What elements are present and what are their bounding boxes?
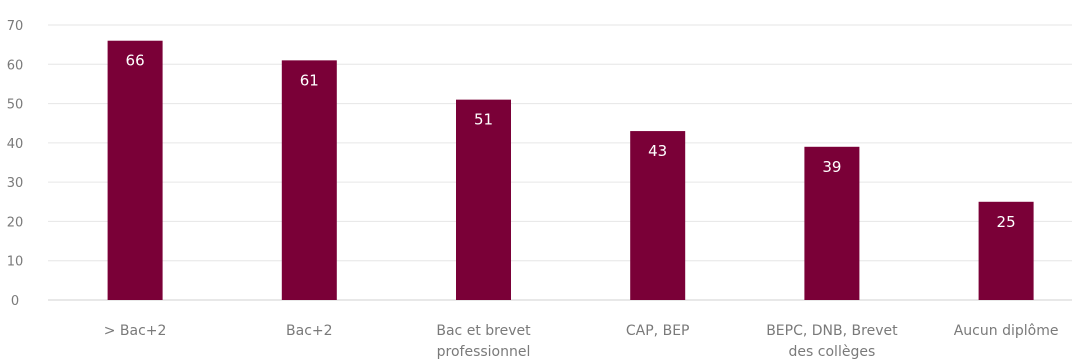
bar xyxy=(281,60,337,300)
category-label: professionnel xyxy=(437,344,531,360)
y-tick-label: 50 xyxy=(7,98,24,113)
category-label: > Bac+2 xyxy=(104,323,167,339)
y-tick-label: 40 xyxy=(7,137,24,152)
data-label: 39 xyxy=(822,158,841,176)
data-label: 66 xyxy=(126,52,145,70)
y-tick-label: 10 xyxy=(7,255,24,270)
bars xyxy=(107,40,1034,301)
bar xyxy=(630,131,686,300)
y-tick-label: 0 xyxy=(11,294,19,309)
bar xyxy=(978,201,1034,300)
data-label: 51 xyxy=(474,111,493,129)
grid xyxy=(48,24,1072,301)
data-labels: 66 61 51 43 39 25 xyxy=(126,52,1016,231)
category-label: des collèges xyxy=(789,344,876,360)
category-label: BEPC, DNB, Brevet xyxy=(766,323,898,339)
category-label: CAP, BEP xyxy=(626,323,690,339)
bar xyxy=(107,40,163,300)
data-label: 43 xyxy=(648,142,667,160)
data-label: 61 xyxy=(300,71,319,89)
data-label: 25 xyxy=(997,213,1016,231)
category-label: Bac+2 xyxy=(286,323,333,339)
bar xyxy=(804,146,860,300)
x-axis-categories: > Bac+2 Bac+2 Bac et brevet professionnel CA… xyxy=(104,323,1059,360)
category-label: Aucun diplôme xyxy=(954,323,1059,339)
y-tick-label: 20 xyxy=(7,215,24,230)
y-tick-label: 70 xyxy=(7,19,24,34)
y-axis-ticks: 0 10 20 30 40 50 60 70 xyxy=(7,19,24,309)
y-tick-label: 60 xyxy=(7,58,24,73)
bar xyxy=(456,99,511,301)
category-label: Bac et brevet xyxy=(436,323,531,339)
y-tick-label: 30 xyxy=(7,176,24,191)
